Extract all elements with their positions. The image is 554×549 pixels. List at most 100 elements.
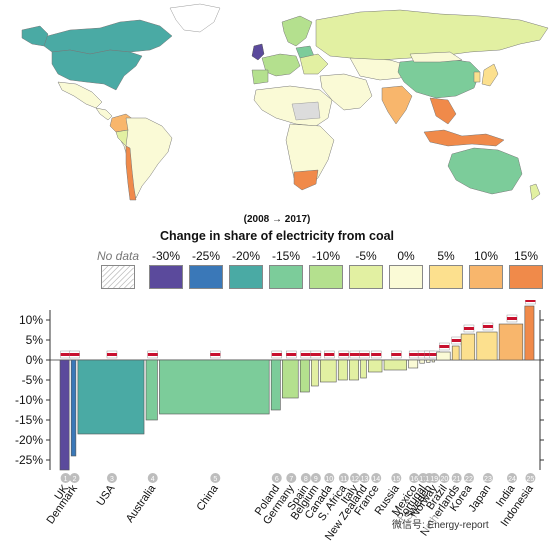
rank-number: 25 xyxy=(527,476,535,483)
flag-stripe xyxy=(391,353,402,356)
flag-stripe xyxy=(324,353,335,356)
rank-badge xyxy=(349,473,360,483)
rank-badge xyxy=(300,473,311,483)
bar xyxy=(145,359,158,421)
bar xyxy=(70,359,77,457)
legend-swatch xyxy=(469,265,503,289)
rank-badge xyxy=(409,473,420,483)
flag-stripe xyxy=(371,353,382,356)
rank-number: 7 xyxy=(289,476,293,483)
flag-stripe xyxy=(482,325,493,328)
rank-badge xyxy=(271,473,282,483)
map-region-nodata-africa xyxy=(291,101,321,121)
legend-swatch xyxy=(269,265,303,289)
flag-stripe xyxy=(451,339,462,342)
map-region-alaska xyxy=(21,25,49,47)
category-label: Australia xyxy=(124,482,159,525)
rank-number: 10 xyxy=(325,476,333,483)
y-tick-label: 10% xyxy=(19,313,43,327)
map-region-greenland xyxy=(169,3,221,33)
y-tick-label: -5% xyxy=(22,373,44,387)
flag-stripe xyxy=(210,353,221,356)
map-region-india xyxy=(381,85,413,125)
flag-stripe xyxy=(409,353,420,356)
rank-badge xyxy=(210,473,221,483)
y-tick-label: -15% xyxy=(15,413,43,427)
map-region-usa xyxy=(51,49,143,91)
bar xyxy=(299,359,310,393)
legend-swatch xyxy=(389,265,423,289)
map-region-europe-east xyxy=(299,53,329,75)
map-region-southeast-asia xyxy=(429,97,457,125)
bar xyxy=(368,359,383,373)
map-region-new-zealand xyxy=(529,183,541,201)
bar xyxy=(360,359,367,379)
rank-badge xyxy=(463,473,474,483)
rank-number: 22 xyxy=(465,476,473,483)
map-region-spain xyxy=(251,69,269,85)
legend-label: -25% xyxy=(191,249,221,263)
flag-stripe xyxy=(338,353,349,356)
flag-stripe xyxy=(106,353,117,356)
rank-badge xyxy=(482,473,493,483)
category-label: USA xyxy=(95,482,118,508)
bar xyxy=(451,345,460,361)
map-region-indonesia xyxy=(423,129,505,147)
rank-badge xyxy=(60,473,71,483)
y-tick-label: -20% xyxy=(15,433,43,447)
legend-label: 15% xyxy=(513,249,539,263)
bar xyxy=(77,359,145,435)
rank-badge xyxy=(310,473,321,483)
legend-label: -5% xyxy=(355,249,377,263)
map-region-scandinavia xyxy=(281,15,313,47)
rank-badge xyxy=(286,473,297,483)
legend-swatch xyxy=(309,265,343,289)
flag-stripe xyxy=(506,317,517,320)
rank-number: 20 xyxy=(440,476,448,483)
map-region-australia xyxy=(447,147,523,195)
bar xyxy=(436,351,451,361)
rank-badge xyxy=(525,473,536,483)
map-region-central-asia xyxy=(349,57,411,81)
rank-number: 21 xyxy=(453,476,461,483)
category-label: China xyxy=(194,482,221,513)
flag-stripe xyxy=(286,353,297,356)
rank-number: 17 xyxy=(419,476,427,483)
rank-number: 24 xyxy=(508,476,516,483)
bar xyxy=(270,359,281,411)
rank-number: 19 xyxy=(430,476,438,483)
bar xyxy=(159,359,270,415)
rank-badge xyxy=(324,473,335,483)
flag-stripe xyxy=(69,353,80,356)
rank-badge xyxy=(439,473,450,483)
flag-stripe xyxy=(349,353,360,356)
flag-stripe xyxy=(147,353,158,356)
map-region-mongolia xyxy=(409,51,463,63)
rank-number: 1 xyxy=(64,476,68,483)
rank-number: 15 xyxy=(392,476,400,483)
rank-number: 16 xyxy=(410,476,418,483)
legend-swatch xyxy=(229,265,263,289)
bar xyxy=(498,323,524,361)
y-tick-label: -10% xyxy=(15,393,43,407)
legend-no-data-label: No data xyxy=(96,249,140,263)
legend-swatch xyxy=(429,265,463,289)
chart-title: Change in share of electricity from coal xyxy=(159,229,395,243)
rank-number: 4 xyxy=(151,476,155,483)
rank-number: 13 xyxy=(361,476,369,483)
rank-number: 18 xyxy=(425,476,433,483)
rank-badge xyxy=(359,473,370,483)
legend-label: -15% xyxy=(271,249,301,263)
flag-stripe xyxy=(271,353,282,356)
map-region-russia xyxy=(315,9,549,61)
bar xyxy=(460,333,476,361)
legend-swatch xyxy=(349,265,383,289)
flag-stripe xyxy=(60,353,71,356)
rank-number: 23 xyxy=(484,476,492,483)
rank-number: 2 xyxy=(73,476,77,483)
legend-label: -10% xyxy=(311,249,341,263)
map-region-japan xyxy=(481,63,499,87)
legend-no-data-swatch xyxy=(101,265,135,289)
y-tick-label: 5% xyxy=(26,333,44,347)
flag-stripe xyxy=(418,353,429,356)
